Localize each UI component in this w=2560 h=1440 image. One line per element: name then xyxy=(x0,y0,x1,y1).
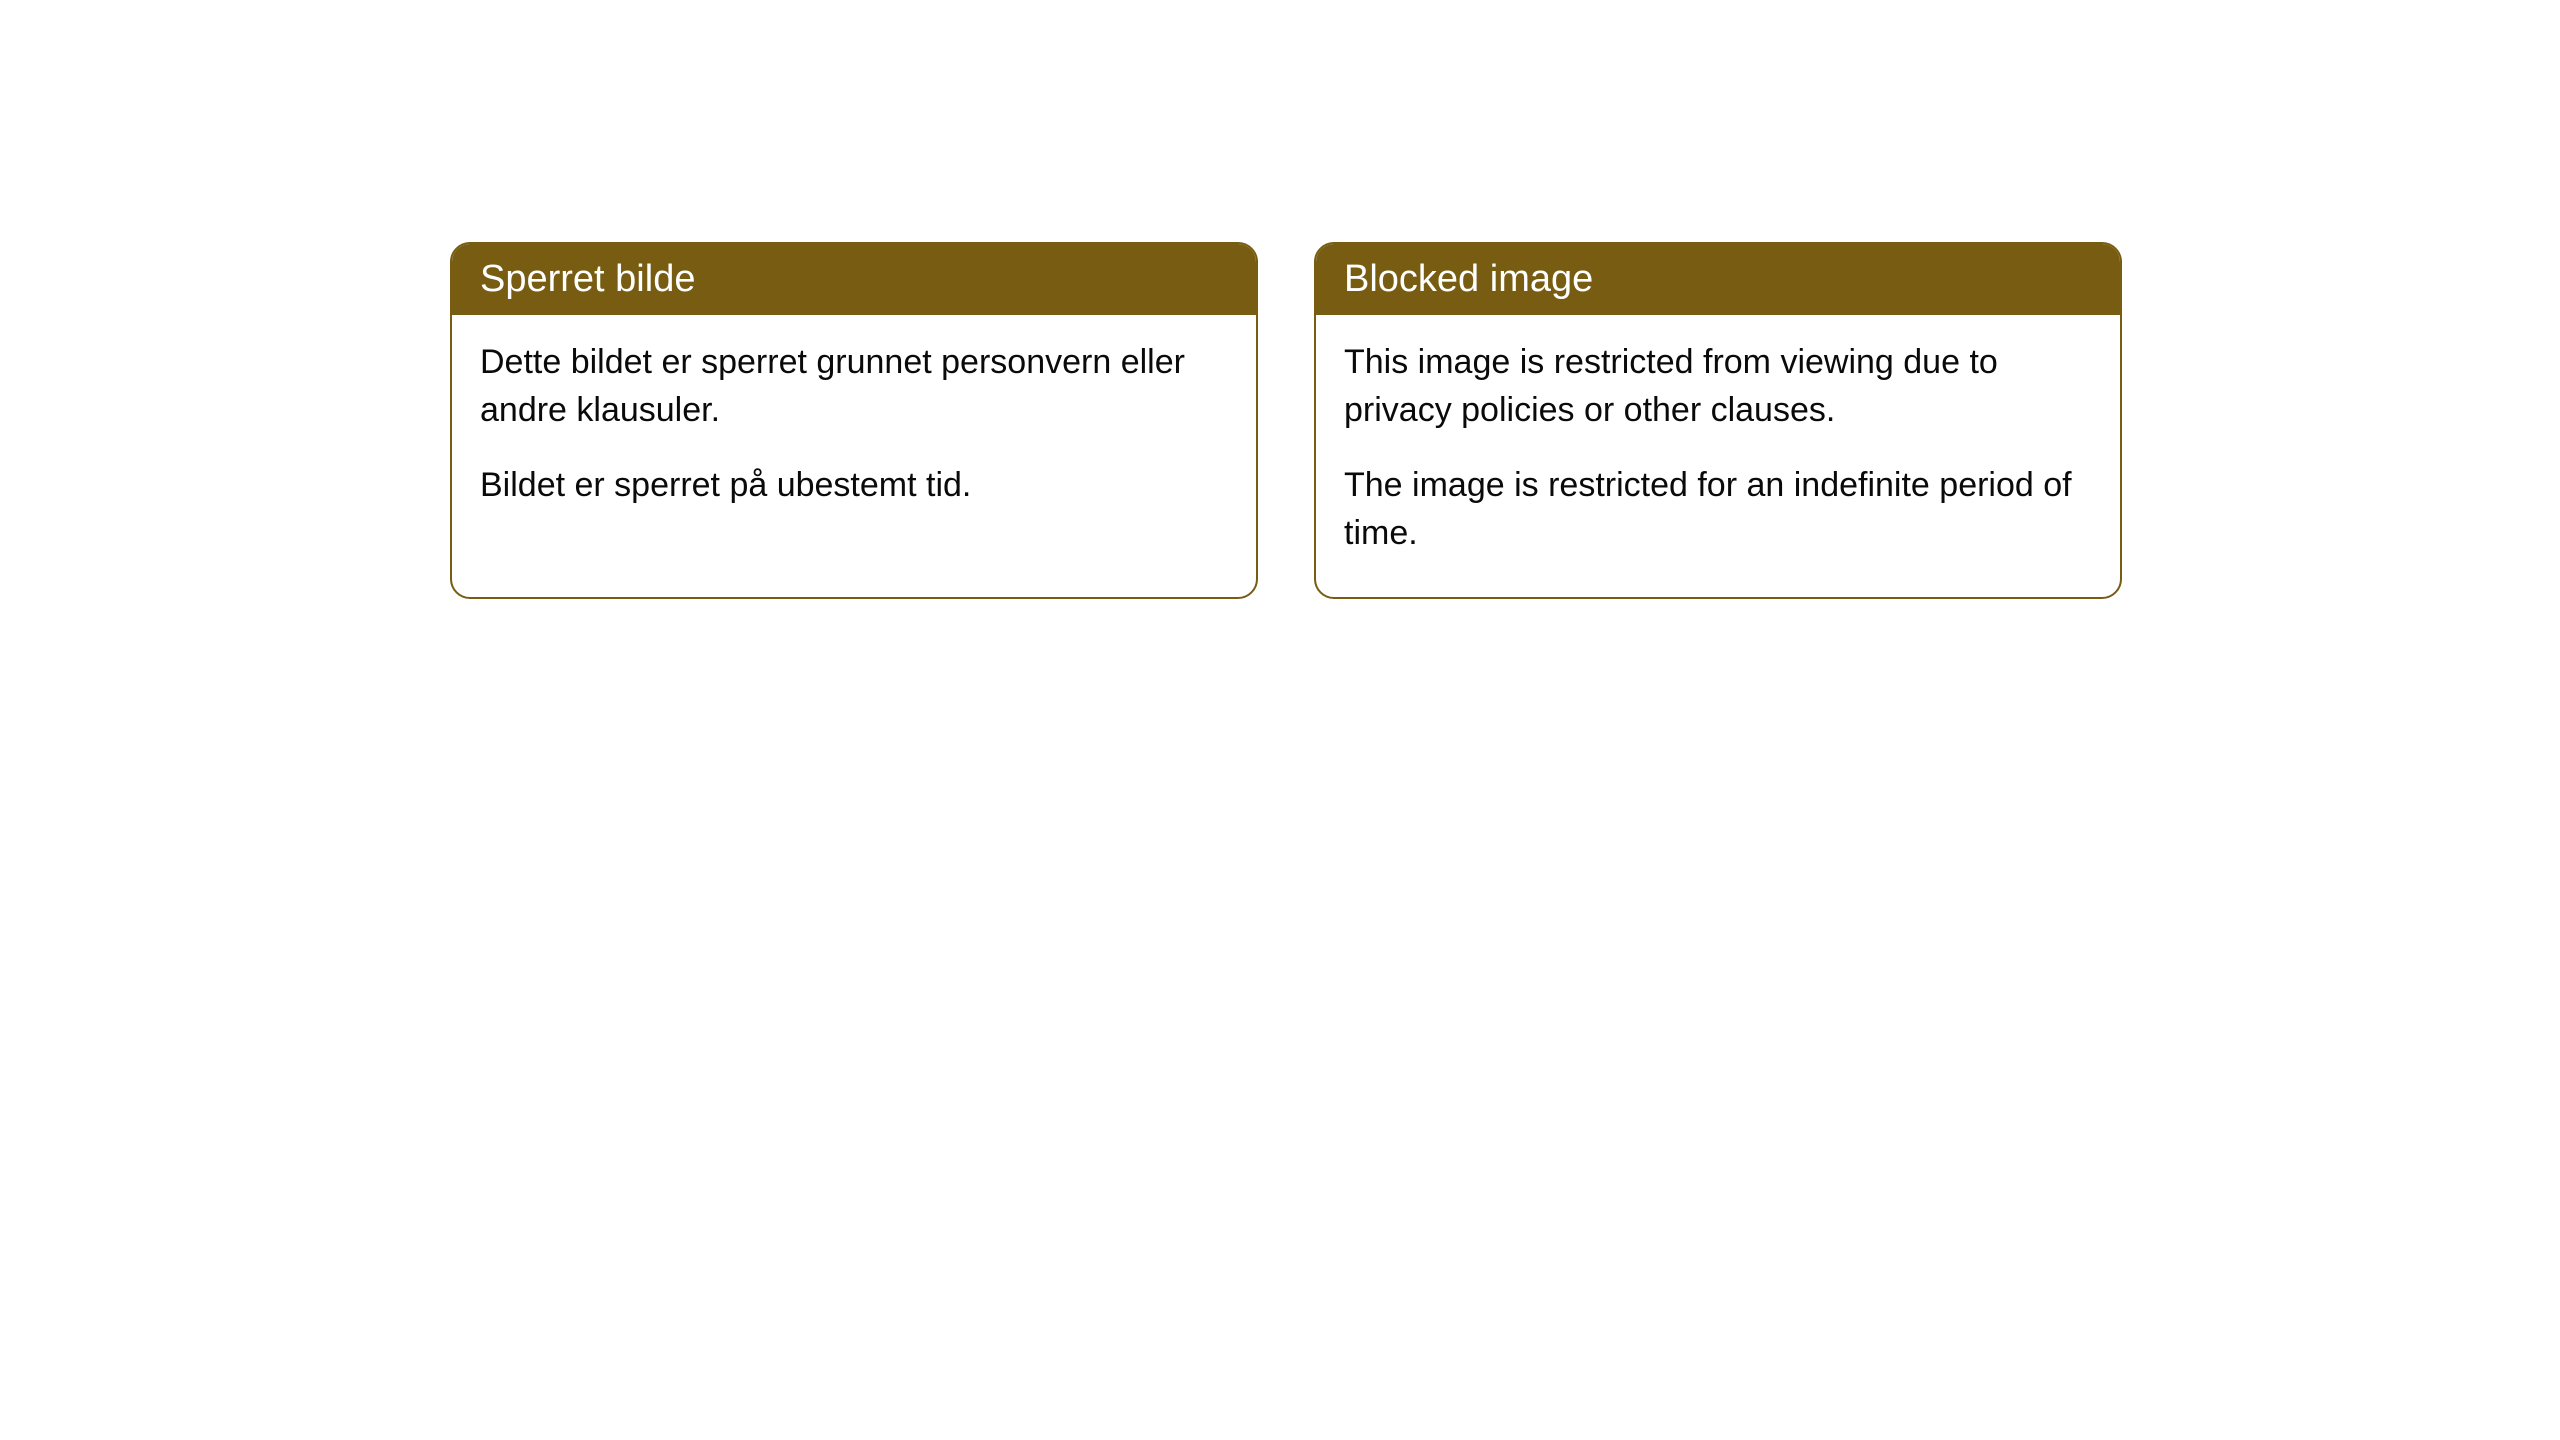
card-title: Sperret bilde xyxy=(480,258,695,300)
blocked-image-card-norwegian: Sperret bilde Dette bildet er sperret gr… xyxy=(450,242,1258,599)
card-body: This image is restricted from viewing du… xyxy=(1316,315,2120,597)
card-paragraph-1: Dette bildet er sperret grunnet personve… xyxy=(480,339,1228,434)
blocked-image-card-english: Blocked image This image is restricted f… xyxy=(1314,242,2122,599)
card-header: Blocked image xyxy=(1316,244,2120,315)
card-paragraph-2: Bildet er sperret på ubestemt tid. xyxy=(480,462,1228,510)
notice-cards-container: Sperret bilde Dette bildet er sperret gr… xyxy=(450,242,2122,599)
card-title: Blocked image xyxy=(1344,258,1593,300)
card-header: Sperret bilde xyxy=(452,244,1256,315)
card-paragraph-1: This image is restricted from viewing du… xyxy=(1344,339,2092,434)
card-body: Dette bildet er sperret grunnet personve… xyxy=(452,315,1256,550)
card-paragraph-2: The image is restricted for an indefinit… xyxy=(1344,462,2092,557)
